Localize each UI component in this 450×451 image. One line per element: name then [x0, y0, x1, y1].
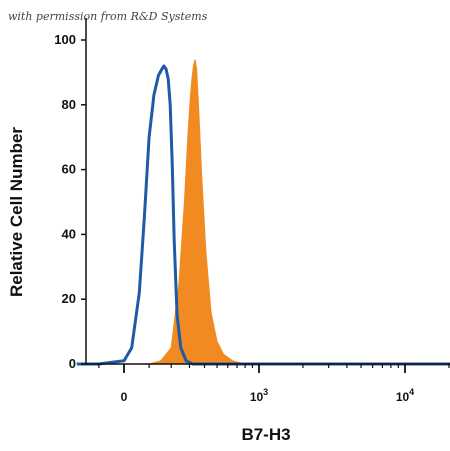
y-tick-label: 40 [62, 226, 76, 241]
x-tick-label: 103 [250, 387, 268, 404]
stained-histogram-area [76, 59, 450, 365]
y-axis-label: Relative Cell Number [7, 127, 26, 297]
watermark-text: with permission from R&D Systems [8, 10, 208, 23]
x-axis-label: B7-H3 [241, 425, 290, 444]
y-tick-label: 0 [69, 356, 76, 371]
isotype-histogram-line [76, 64, 450, 366]
y-tick-label: 20 [62, 291, 76, 306]
y-tick-label: 60 [62, 162, 76, 177]
y-tick-label: 80 [62, 97, 76, 112]
y-tick-label: 100 [54, 32, 76, 47]
x-tick-label: 0 [121, 390, 128, 404]
x-tick-label: 104 [396, 387, 414, 404]
